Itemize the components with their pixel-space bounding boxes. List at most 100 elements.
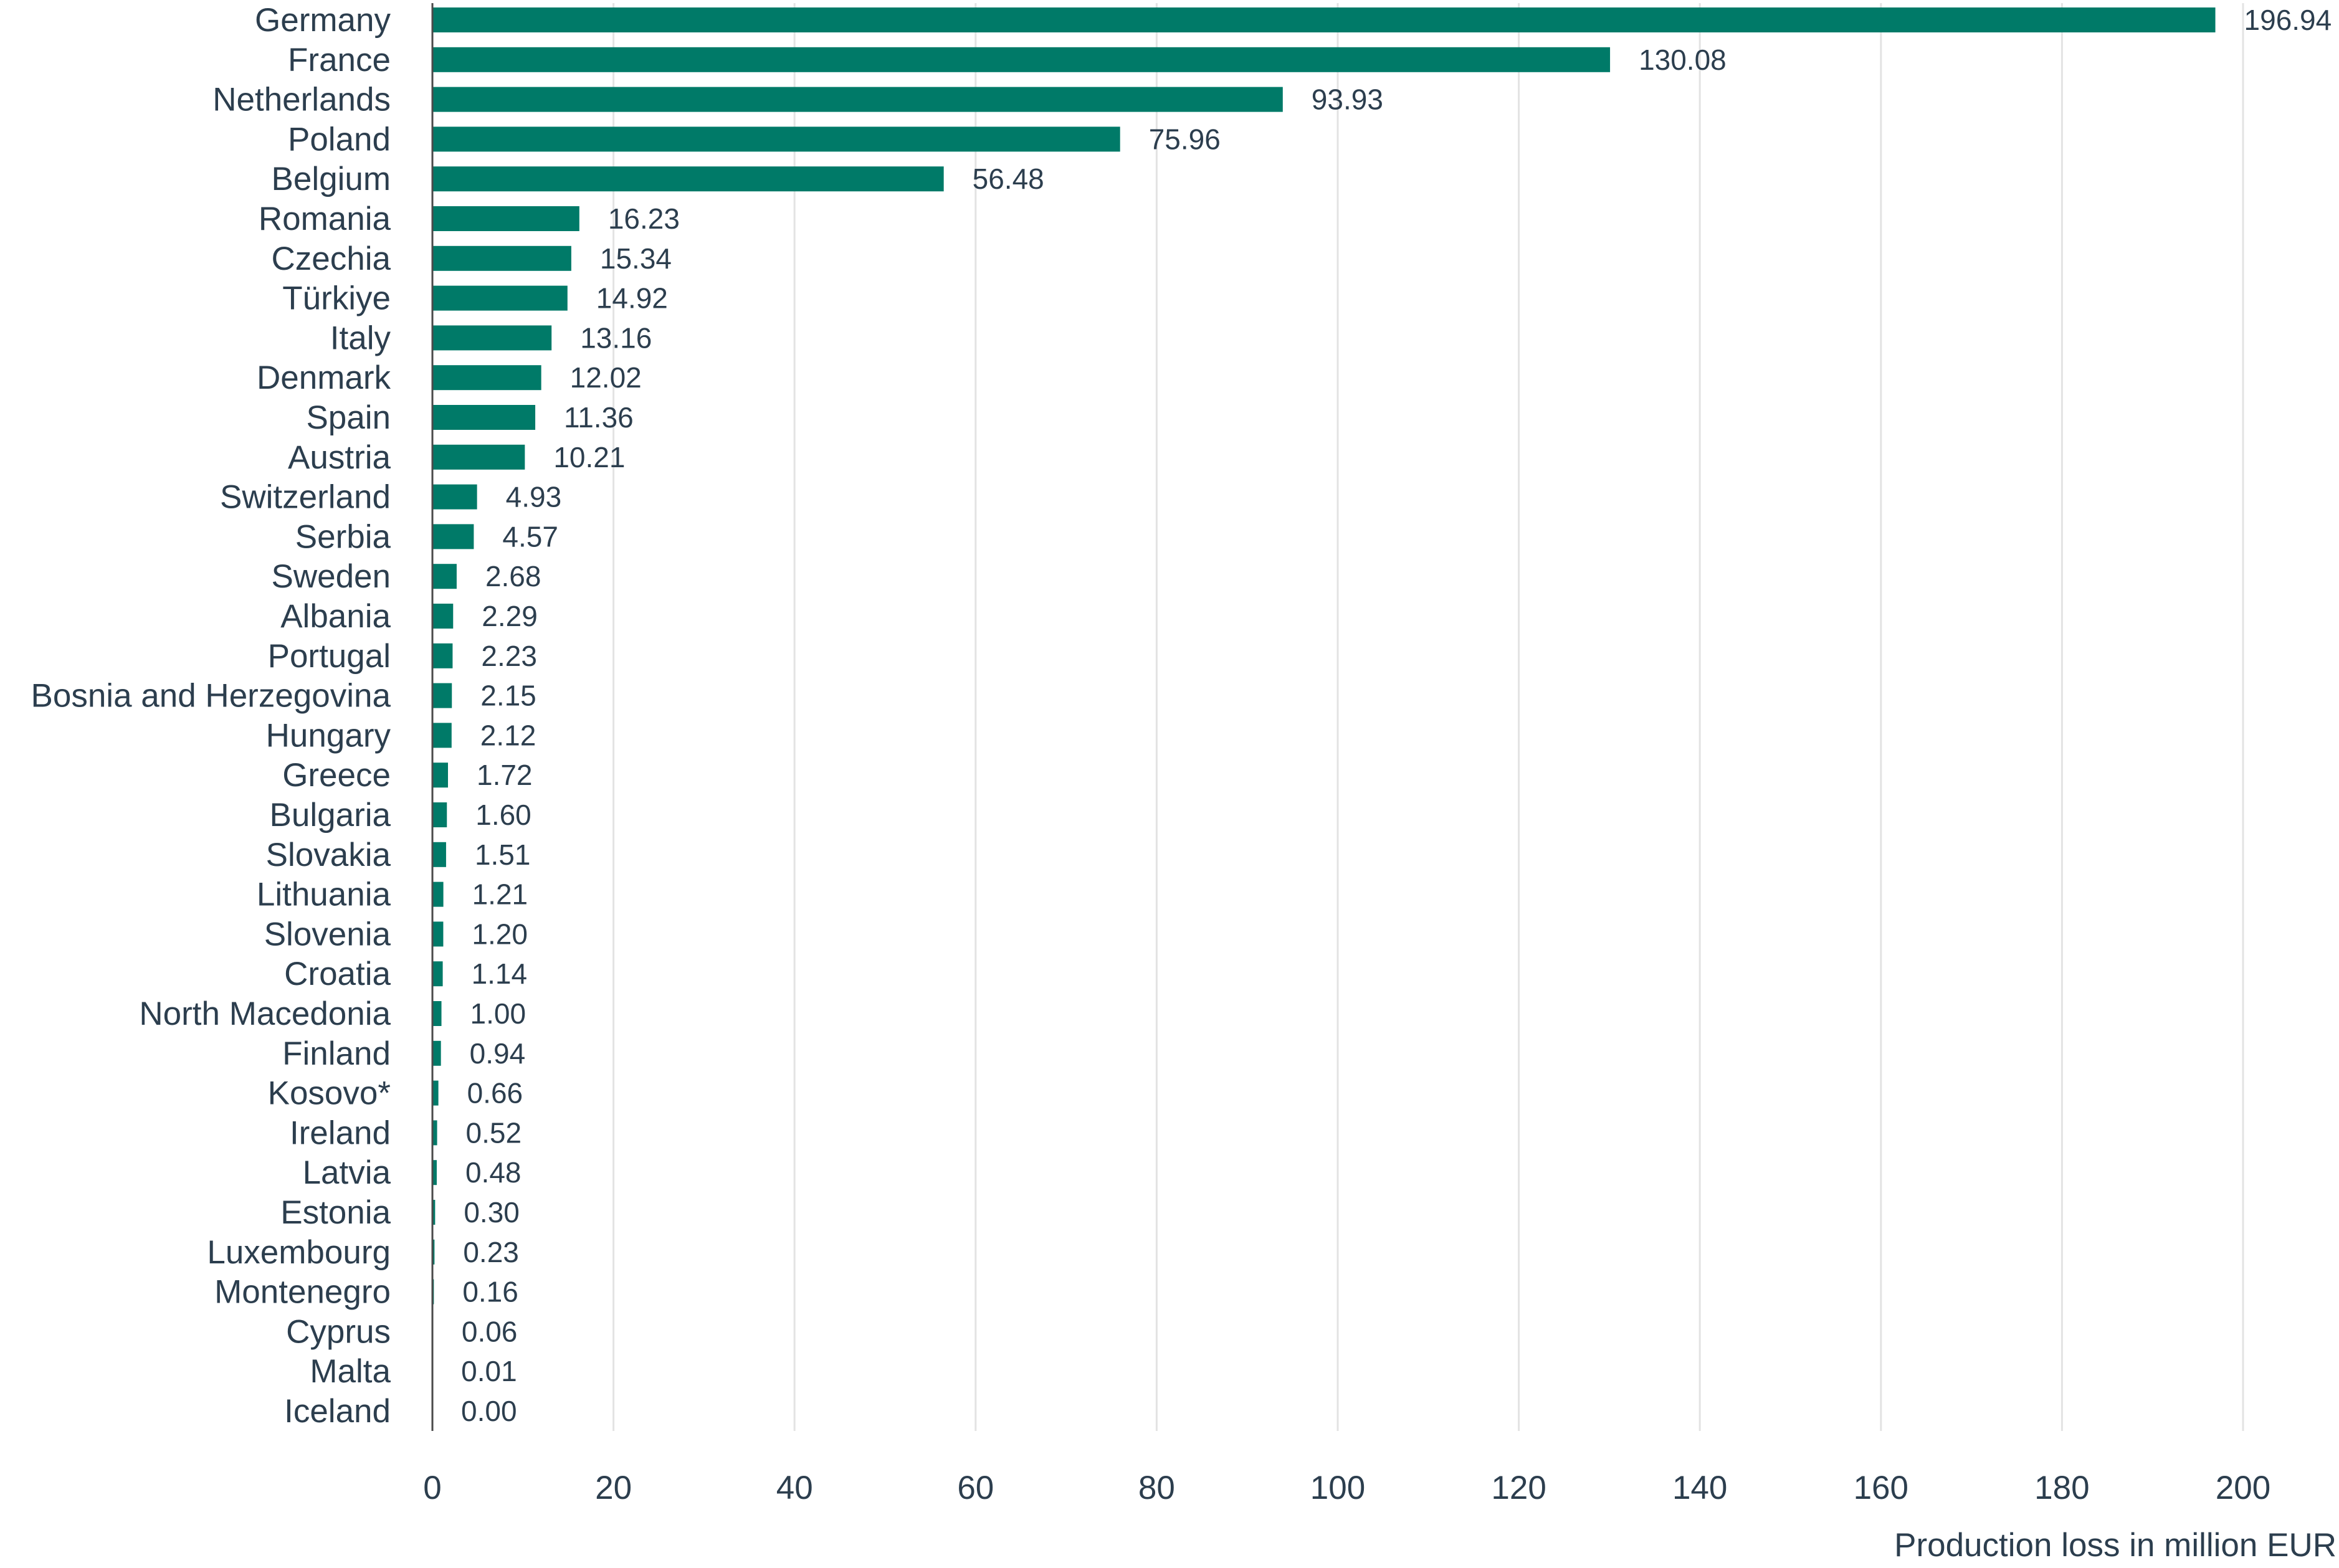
value-label: 10.21: [553, 441, 625, 473]
bar-serbia: [432, 524, 474, 549]
value-label: 0.16: [462, 1276, 518, 1308]
category-label: Malta: [310, 1353, 391, 1390]
category-label: Czechia: [272, 240, 391, 277]
value-label: 2.29: [482, 600, 538, 632]
bar-bulgaria: [432, 802, 447, 827]
bar-spain: [432, 405, 536, 430]
category-label: Greece: [282, 757, 391, 794]
bar-slovenia: [432, 921, 444, 947]
value-label: 2.15: [480, 680, 536, 712]
category-label: Sweden: [271, 558, 391, 595]
value-label: 0.23: [463, 1236, 519, 1268]
value-labels: 196.94 130.08 93.93 75.96 56.48 16.23 15.34 14.…: [461, 4, 2332, 1427]
bar-italy: [432, 325, 552, 351]
category-label: Portugal: [268, 638, 391, 675]
value-label: 2.68: [485, 560, 541, 592]
bar-hungary: [432, 723, 452, 748]
category-label: Italy: [330, 320, 391, 356]
value-label: 0.66: [467, 1077, 523, 1109]
category-label: Hungary: [266, 717, 391, 754]
value-label: 0.30: [464, 1196, 520, 1228]
bar-sweden: [432, 564, 457, 589]
bar-latvia: [432, 1160, 437, 1186]
bar-luxembourg: [432, 1239, 435, 1265]
x-tick-label: 20: [595, 1470, 632, 1506]
bar-germany: [432, 7, 2216, 32]
value-label: 0.52: [466, 1116, 522, 1149]
x-tick-label: 180: [2034, 1470, 2089, 1506]
value-label: 11.36: [564, 401, 634, 434]
x-tick-label: 120: [1491, 1470, 1546, 1506]
x-tick-label: 0: [423, 1470, 441, 1506]
category-label: Ireland: [290, 1114, 391, 1151]
category-label: Germany: [255, 2, 391, 39]
value-label: 1.72: [477, 759, 533, 791]
category-label: Türkiye: [282, 280, 391, 317]
gridlines: [612, 3, 2244, 1431]
value-label: 16.23: [608, 202, 680, 235]
category-label: Switzerland: [220, 479, 391, 516]
category-label: Estonia: [280, 1194, 391, 1231]
value-label: 1.00: [470, 997, 526, 1030]
x-axis-title: Production loss in million EUR: [1894, 1527, 2337, 1564]
bar-albania: [432, 604, 454, 629]
category-label: Slovenia: [264, 916, 391, 953]
bar-slovakia: [432, 842, 446, 867]
value-label: 1.21: [472, 878, 528, 911]
value-label: 1.60: [475, 799, 531, 831]
bar-romania: [432, 206, 579, 231]
bar-t-rkiye: [432, 285, 568, 311]
bar-kosovo-: [432, 1080, 439, 1106]
category-label: Latvia: [303, 1154, 391, 1191]
category-label: Bulgaria: [270, 797, 391, 834]
bar-finland: [432, 1040, 441, 1066]
bars: [432, 7, 2216, 1384]
value-label: 15.34: [600, 242, 672, 275]
bar-france: [432, 47, 1611, 72]
bar-ireland: [432, 1120, 437, 1146]
category-label: France: [288, 42, 391, 78]
value-label: 13.16: [580, 321, 652, 354]
value-label: 0.94: [470, 1037, 526, 1070]
x-tick-label: 160: [1854, 1470, 1908, 1506]
x-tick-label: 200: [2216, 1470, 2270, 1506]
bar-bosnia-and-herzegovina: [432, 683, 452, 708]
bar-poland: [432, 126, 1120, 152]
category-label: Croatia: [284, 956, 391, 992]
category-label: Lithuania: [257, 877, 391, 913]
value-label: 2.12: [480, 719, 536, 751]
category-label: Netherlands: [212, 82, 391, 118]
category-label: Cyprus: [286, 1313, 391, 1350]
category-label: Denmark: [257, 359, 391, 396]
value-label: 0.06: [462, 1315, 518, 1347]
value-label: 12.02: [570, 361, 642, 394]
category-label: Iceland: [284, 1393, 391, 1430]
bar-greece: [432, 763, 448, 788]
value-label: 1.14: [472, 957, 528, 990]
value-label: 4.93: [506, 481, 562, 513]
x-tick-label: 40: [776, 1470, 813, 1506]
value-label: 130.08: [1639, 44, 1727, 76]
value-label: 56.48: [973, 163, 1044, 195]
bar-austria: [432, 444, 525, 470]
bar-lithuania: [432, 881, 444, 907]
category-label: Belgium: [272, 161, 391, 197]
value-label: 93.93: [1312, 83, 1383, 116]
value-label: 4.57: [502, 520, 558, 553]
category-label: Spain: [306, 399, 391, 436]
bar-czechia: [432, 245, 571, 271]
x-tick-label: 140: [1672, 1470, 1727, 1506]
category-label: Romania: [259, 201, 391, 237]
x-tick-label: 60: [957, 1470, 994, 1506]
value-label: 0.48: [465, 1156, 522, 1189]
bar-croatia: [432, 961, 443, 987]
bar-belgium: [432, 166, 944, 192]
value-label: 75.96: [1149, 123, 1221, 155]
category-label: Kosovo*: [268, 1075, 391, 1112]
value-label: 0.01: [461, 1355, 517, 1387]
category-label: Finland: [282, 1035, 391, 1072]
value-label: 1.20: [472, 918, 528, 950]
bar-denmark: [432, 365, 541, 391]
